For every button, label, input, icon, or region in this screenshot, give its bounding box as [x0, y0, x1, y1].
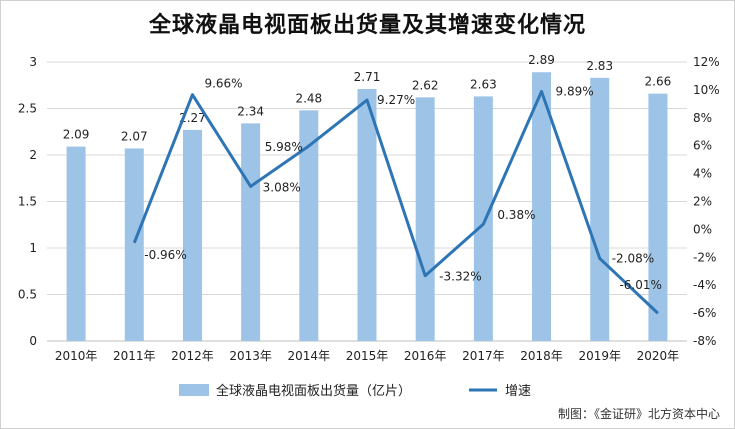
bar: [415, 97, 435, 341]
y-tick-label-left: 3: [29, 55, 37, 69]
growth-value-label: -3.32%: [439, 270, 481, 284]
x-tick-label: 2012年: [171, 349, 214, 363]
bar-value-label: 2.66: [645, 75, 672, 89]
growth-value-label: 9.89%: [556, 84, 594, 98]
growth-value-label: 5.98%: [265, 140, 303, 154]
x-tick-label: 2013年: [229, 349, 272, 363]
y-tick-label-right: 4%: [693, 167, 712, 181]
y-tick-label-left: 0.5: [18, 288, 37, 302]
x-tick-label: 2014年: [288, 349, 331, 363]
bar: [241, 123, 261, 341]
y-tick-label-right: 12%: [693, 55, 720, 69]
growth-value-label: 0.38%: [497, 208, 535, 222]
bar: [473, 96, 493, 341]
x-tick-label: 2015年: [346, 349, 389, 363]
bar-value-label: 2.09: [63, 128, 90, 142]
x-tick-label: 2016年: [404, 349, 447, 363]
legend-bar-swatch: [179, 384, 209, 396]
x-tick-label: 2010年: [55, 349, 98, 363]
y-tick-label-right: -2%: [693, 250, 716, 264]
y-tick-label-right: -4%: [693, 278, 716, 292]
bar: [648, 93, 668, 342]
bar: [124, 148, 144, 341]
y-tick-label-right: 10%: [693, 83, 720, 97]
y-tick-label-left: 2: [29, 148, 37, 162]
legend-line-label: 增速: [505, 384, 531, 399]
chart-title: 全球液晶电视面板出货量及其增速变化情况: [148, 13, 586, 38]
y-tick-label-left: 1: [29, 241, 37, 255]
x-tick-label: 2018年: [520, 349, 563, 363]
bar-value-label: 2.83: [586, 59, 613, 73]
x-tick-label: 2020年: [637, 349, 680, 363]
y-tick-label-right: 0%: [693, 222, 712, 236]
growth-value-label: -2.08%: [612, 251, 654, 265]
bar: [357, 88, 377, 341]
growth-value-label: -0.96%: [144, 248, 186, 262]
growth-line: [132, 89, 659, 315]
bar-value-label: 2.71: [354, 70, 381, 84]
y-tick-label-left: 0: [29, 334, 37, 348]
y-tick-label-left: 1.5: [18, 195, 37, 209]
y-tick-label-right: 8%: [693, 111, 712, 125]
bar-value-label: 2.63: [470, 77, 497, 91]
x-tick-label: 2011年: [113, 349, 156, 363]
growth-value-label: 9.66%: [204, 77, 242, 91]
x-tick-label: 2017年: [462, 349, 505, 363]
bar-value-label: 2.07: [121, 129, 148, 143]
y-tick-label-right: 2%: [693, 195, 712, 209]
bar-value-label: 2.89: [528, 53, 555, 67]
bar: [182, 129, 202, 341]
growth-value-label: -6.01%: [619, 278, 661, 292]
growth-value-label: 9.27%: [377, 93, 415, 107]
bar: [299, 110, 319, 341]
y-tick-label-right: -8%: [693, 334, 716, 348]
y-tick-label-right: -6%: [693, 306, 716, 320]
credit-text: 制图：《金证研》北方资本中心: [557, 407, 720, 421]
bar: [66, 146, 86, 341]
legend-bar-label: 全球液晶电视面板出货量（亿片）: [216, 383, 411, 399]
growth-value-label: 3.08%: [263, 180, 301, 194]
y-tick-label-left: 2.5: [18, 102, 37, 116]
y-tick-label-right: 6%: [693, 139, 712, 153]
bar: [532, 72, 552, 341]
x-tick-label: 2019年: [578, 349, 621, 363]
bar-value-label: 2.62: [412, 78, 439, 92]
bar: [590, 77, 610, 341]
bar-value-label: 2.34: [237, 104, 264, 118]
bar-value-label: 2.48: [295, 91, 322, 105]
